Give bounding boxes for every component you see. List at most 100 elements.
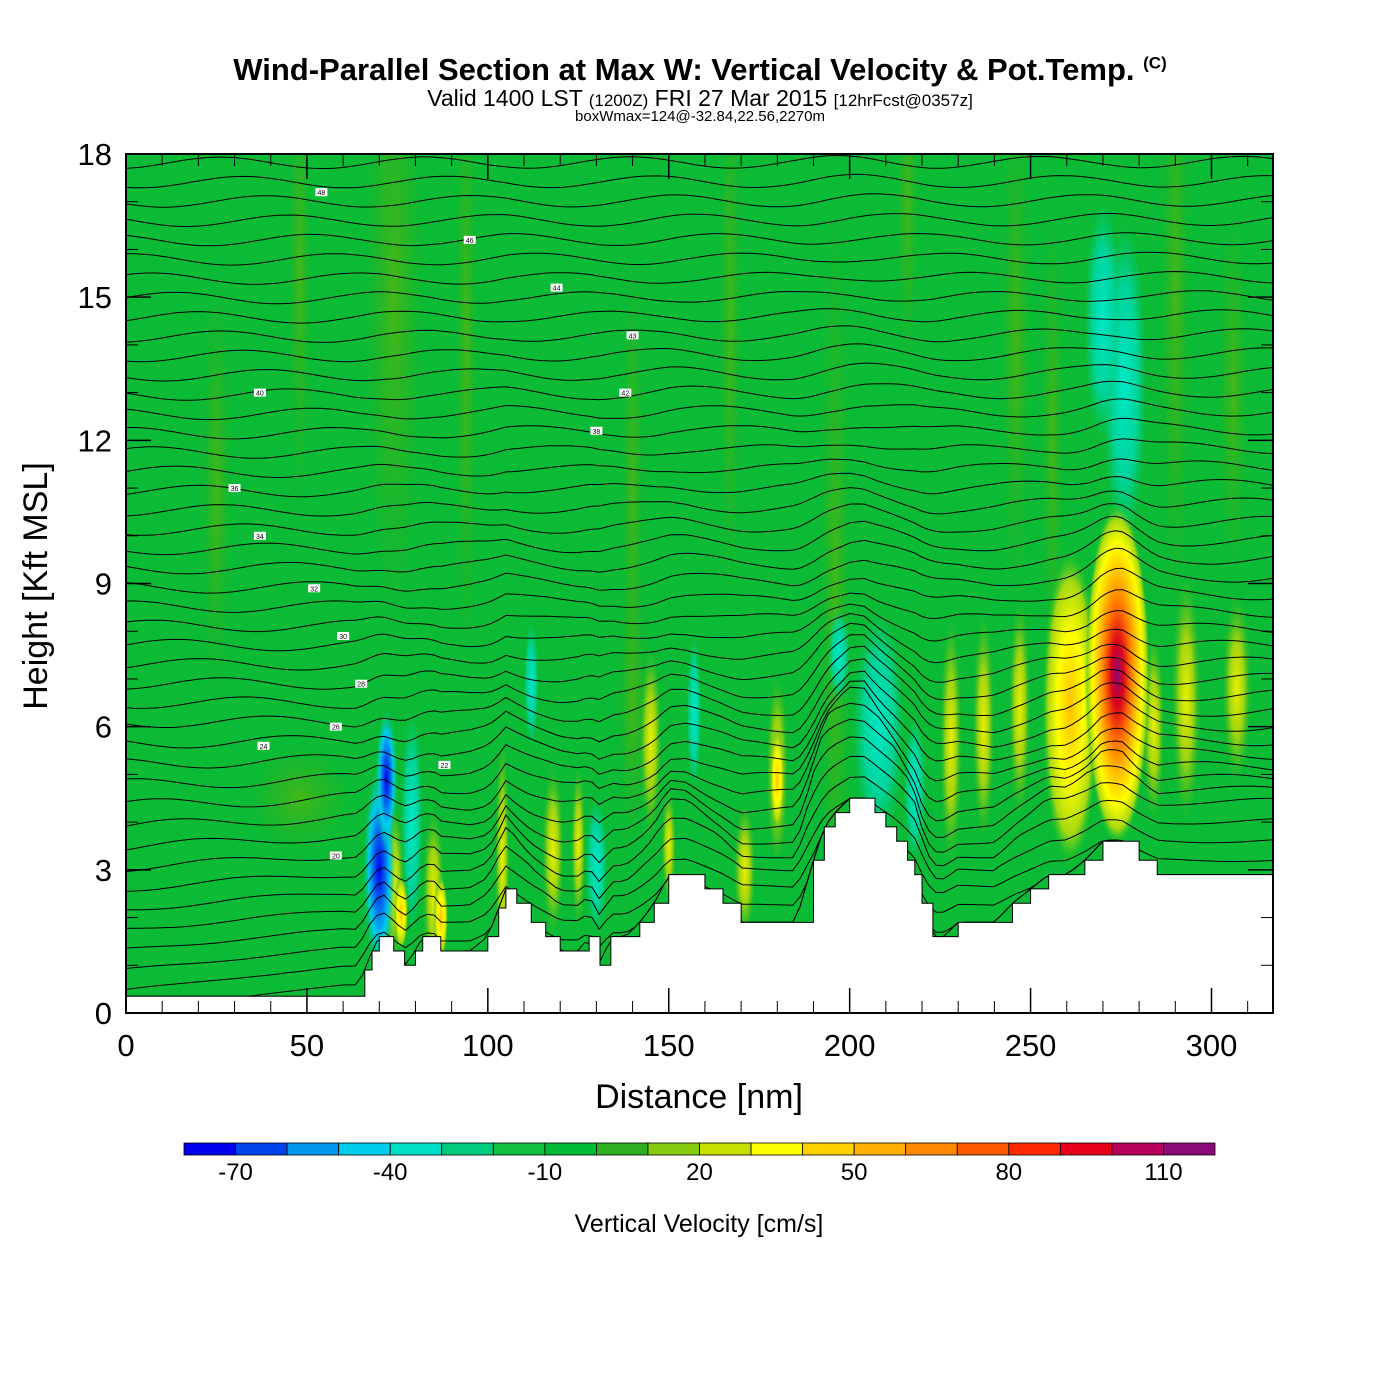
velocity-cell [249,745,351,851]
contour-label-bg [329,851,342,860]
theta-contour [126,686,1273,808]
x-tick-label: 0 [117,1028,134,1063]
theta-contour [126,343,1273,363]
theta-contour [126,776,1273,911]
x-tick-label: 100 [462,1028,514,1063]
y-tick-label: 12 [78,423,112,458]
contour-label-bg [228,484,241,493]
velocity-cell [571,764,586,928]
velocity-cell [686,635,702,789]
x-tick-label: 50 [290,1028,324,1063]
velocity-cell [820,177,850,1013]
contour-label: 43 [626,331,639,340]
contour-label: 40 [253,388,266,398]
chart-title-text: Wind-Parallel Section at Max W: Vertical… [233,52,1135,87]
velocity-cell [719,154,742,608]
velocity-cell [770,726,785,832]
theta-contour [126,797,1273,949]
theta-contour [126,658,1273,749]
y-tick-label: 18 [78,137,112,172]
contour-label: 28 [355,679,368,689]
velocity-cell [455,154,477,679]
contour-label-bg [337,631,350,640]
velocity-cell [896,154,919,369]
contour-label: 24 [257,741,270,751]
colorbar-swatch [596,1142,649,1156]
velocity-cell [972,612,995,842]
contour-label-text: 40 [256,391,264,398]
theta-contour [126,487,1273,517]
colorbar-label: 80 [995,1159,1022,1186]
theta-contour [126,547,1273,594]
x-axis-title: Distance [nm] [595,1078,803,1116]
contour-label-text: 38 [592,429,600,436]
velocity-cell [853,612,904,842]
x-axis: 0 50 100 150 200 250 300 [117,154,1249,1063]
chart-title: Wind-Parallel Section at Max W: Vertical… [0,52,1400,88]
contour-label-text: 22 [441,763,449,770]
contour-label-text: 26 [332,725,340,732]
contour-label: 48 [315,188,328,197]
contour-label: 34 [253,531,266,541]
velocity-cell [524,621,539,746]
contour-label-text: 43 [629,333,637,340]
theta-contour [126,472,1273,498]
contour-label-bg [257,741,270,750]
velocity-cell [940,616,962,866]
colorbar-swatch [802,1142,855,1156]
contour-label-bg [308,584,321,593]
x-tick-label: 150 [643,1028,695,1063]
box-info: boxWmax=124@-32.84,22.56,2270m [575,108,825,125]
contour-label-text: 20 [332,854,340,861]
theta-contour [126,702,1273,827]
theta-contour [126,567,1273,613]
colorbar-swatch [492,1142,546,1156]
contour-label-bg [253,531,266,540]
contour-label-text: 28 [357,682,365,689]
y-tick-label: 3 [95,853,112,888]
colorbar-swatch [853,1142,907,1156]
theta-contour [126,270,1273,285]
theta-contour [126,417,1273,440]
contour-label-bg [550,283,563,292]
contour-label: 26 [329,722,342,732]
contour-label: 36 [228,484,241,493]
contour-label: 22 [438,760,451,770]
velocity-cell [903,717,926,861]
theta-contour [126,154,1273,169]
theta-contour [126,589,1273,633]
velocity-cell [400,712,423,932]
plot-area: 48 46 44 43 42 40 38 36 34 32 30 28 26 24 22 20 [126,154,1273,1013]
contour-label-bg [590,426,603,435]
velocity-cell [1084,201,1122,441]
x-tick-label: 200 [824,1028,876,1063]
velocity-cell [1160,154,1190,632]
theta-contour [126,755,1273,892]
velocity-cell [1041,201,1064,679]
contour-label-bg [463,235,476,244]
colorbar-swatch [389,1142,443,1156]
colorbar-label: 20 [686,1159,713,1186]
contour-label-text: 46 [466,238,474,245]
colorbar-swatch [699,1142,752,1156]
colorbar-swatch [905,1142,958,1156]
theta-contour [126,212,1273,228]
velocity-cell [542,764,564,937]
forecast-info: [12hrFcst@0357z] [833,91,973,110]
theta-contour [126,603,1273,652]
theta-contour [126,438,1273,459]
contour-label-bg [355,679,368,688]
velocity-cell [585,798,608,932]
contour-label: 32 [308,584,321,593]
colorbar-label: -40 [373,1159,408,1186]
colorbar-swatch [544,1142,597,1156]
theta-contour [126,515,1273,556]
contour-labels: 48 46 44 43 42 40 38 36 34 32 30 28 26 24 22 20 [228,188,639,861]
contour-label-text: 32 [310,586,318,593]
colorbar-swatch [1008,1142,1061,1156]
colorbar-swatch [647,1142,700,1156]
contour-label-bg [253,388,266,397]
x-tick-label: 300 [1186,1028,1238,1063]
theta-contour [126,362,1273,382]
